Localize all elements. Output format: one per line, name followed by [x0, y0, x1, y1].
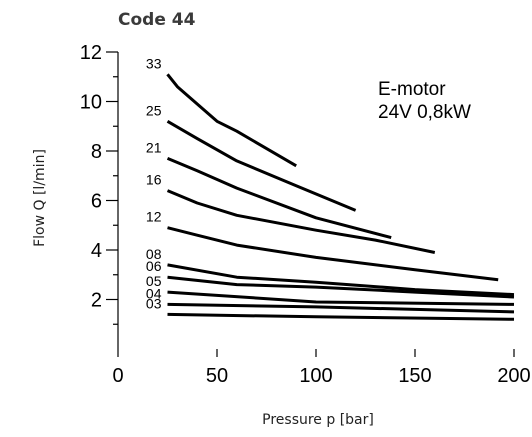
series-line-12	[167, 226, 499, 282]
series-label-25: 25	[146, 102, 162, 118]
series-line-08	[167, 263, 515, 297]
x-tick-label: 100	[299, 365, 332, 387]
series-line-05	[167, 290, 515, 306]
motor-annotation-line-2: 24V 0,8kW	[378, 102, 471, 123]
series-label-12: 12	[146, 209, 162, 225]
series-lines	[166, 73, 515, 321]
y-tick-label: 2	[91, 290, 102, 312]
y-tick-label: 6	[91, 191, 102, 213]
series-label-05: 05	[146, 273, 162, 289]
y-tick-label: 4	[91, 240, 102, 262]
x-tick-label: 50	[206, 365, 228, 387]
y-tick-label: 8	[91, 141, 102, 163]
series-line-16	[166, 189, 436, 254]
x-tick-label: 150	[398, 365, 431, 387]
series-label-03: 03	[146, 295, 162, 311]
series-label-06: 06	[146, 258, 162, 274]
series-label-08: 08	[146, 246, 162, 262]
series-line-25	[166, 120, 357, 212]
x-axis-ticks: 0 50 100 150 200	[112, 349, 531, 387]
y-axis-label: Flow Q [l/min]	[32, 149, 48, 247]
x-tick-label: 0	[112, 365, 123, 387]
series-label-21: 21	[146, 139, 162, 155]
series-line-04	[167, 302, 515, 314]
chart-title: Code 44	[118, 10, 196, 30]
series-label-33: 33	[146, 55, 162, 71]
x-tick-label: 200	[497, 365, 530, 387]
x-axis-label: Pressure p [bar]	[262, 412, 374, 428]
series-line-21	[166, 157, 392, 240]
series-label-16: 16	[146, 172, 162, 188]
y-tick-label: 10	[80, 92, 102, 114]
motor-annotation-line-1: E-motor	[378, 79, 446, 100]
y-tick-label: 12	[80, 42, 102, 64]
y-axis-ticks: 2 4 6 8 10 12	[80, 42, 118, 325]
series-line-06	[167, 275, 515, 299]
series-label-04: 04	[146, 285, 162, 301]
series-line-03	[167, 312, 515, 321]
series-line-33	[166, 73, 297, 168]
